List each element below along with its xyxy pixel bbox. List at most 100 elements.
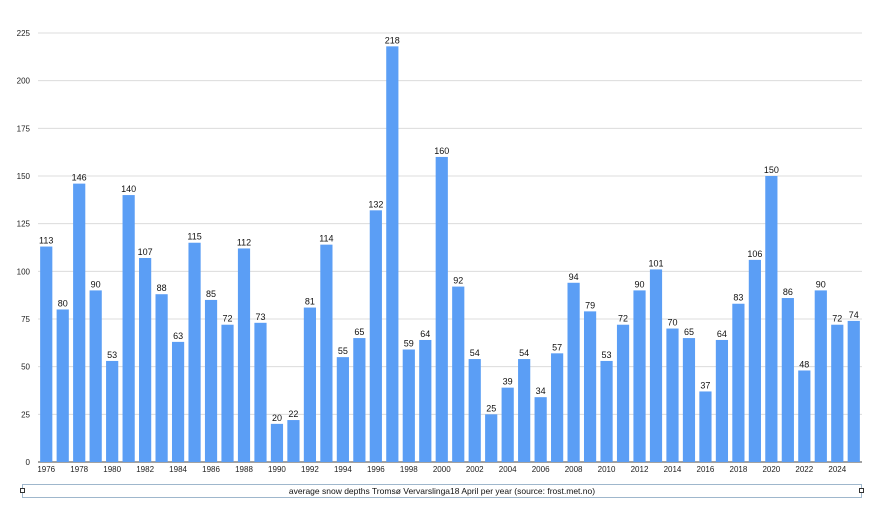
x-tick-label: 2024 [828,465,846,474]
resize-handle-right[interactable] [859,488,864,493]
y-tick-label: 25 [21,410,30,419]
resize-handle-left[interactable] [20,488,25,493]
bar-value-label: 140 [121,184,136,194]
bar [402,349,415,462]
bar-value-label: 22 [288,409,298,419]
y-tick-label: 175 [17,124,31,133]
bar-value-label: 54 [470,348,480,358]
bar-value-label: 107 [138,247,153,257]
bar-value-label: 65 [354,327,364,337]
bar [485,414,498,462]
bar-value-label: 73 [255,312,265,322]
bar [534,397,547,462]
bar [353,338,366,462]
bar-value-label: 64 [717,329,727,339]
chart-caption: average snow depths Tromsø Vervarslinga1… [288,486,596,496]
bar [468,359,481,462]
x-tick-label: 1978 [70,465,88,474]
bar [765,176,778,462]
y-tick-label: 225 [17,29,31,38]
bar [781,298,794,462]
bar-value-label: 63 [173,331,183,341]
bar [715,339,729,462]
bar-value-label: 25 [486,403,496,413]
bar-value-label: 83 [733,293,743,303]
bar [40,246,53,462]
bar-value-label: 72 [223,314,233,324]
x-tick-label: 2022 [795,465,813,474]
bar [106,360,119,462]
bar-value-label: 90 [635,279,645,289]
bar-value-label: 88 [157,283,167,293]
bar [583,311,597,462]
bar [666,328,679,462]
bar [419,339,432,462]
bar [139,257,152,462]
bar [847,320,860,462]
x-tick-label: 1980 [103,465,121,474]
bar-value-label: 90 [816,279,826,289]
bar-value-label: 101 [648,258,663,268]
x-tick-label: 2018 [730,465,748,474]
y-tick-label: 50 [21,363,30,372]
bar-value-label: 39 [503,377,513,387]
bar-value-label: 146 [72,173,87,183]
bar [254,322,267,462]
bar [732,303,745,462]
x-tick-label: 1988 [235,465,253,474]
bar-value-label: 74 [849,310,859,320]
bar [814,290,827,462]
bar [336,357,349,462]
x-tick-label: 2020 [762,465,780,474]
bar-value-label: 57 [552,342,562,352]
bar-value-label: 53 [107,350,117,360]
bar [303,307,317,462]
bar [682,338,696,462]
bar-value-label: 90 [91,279,101,289]
bar-value-label: 113 [39,236,53,246]
bar [551,353,564,462]
bar-value-label: 20 [272,413,282,423]
y-tick-label: 0 [26,458,31,467]
bar-value-label: 65 [684,327,694,337]
bar [221,324,234,462]
bar [501,387,514,462]
bar-value-label: 64 [420,329,430,339]
bar-value-label: 80 [58,298,68,308]
bar-value-labels: 113 80 146 90 53 140 107 88 63 115 85 72 112 73 20 22 81… [39,35,859,423]
bar-value-label: 72 [618,314,628,324]
bar [122,195,135,463]
x-tick-label: 2004 [499,465,517,474]
bar [287,420,300,462]
x-tick-label: 2010 [598,465,616,474]
x-tick-label: 2012 [631,465,649,474]
bar-value-label: 54 [519,348,529,358]
bar [155,294,168,462]
bar [699,391,712,462]
bar [649,269,663,462]
bars [40,46,860,463]
bar [89,290,102,462]
y-tick-label: 125 [17,220,31,229]
bar [204,299,218,462]
bar-value-label: 86 [783,287,793,297]
chart-caption-box[interactable]: average snow depths Tromsø Vervarslinga1… [20,484,864,498]
bar-value-label: 59 [404,339,414,349]
bar [188,242,201,462]
bar-value-label: 37 [700,380,710,390]
bar-value-label: 70 [667,318,677,328]
y-tick-label: 75 [21,315,30,324]
bar-value-label: 79 [585,300,595,310]
bar-value-label: 94 [569,272,579,282]
x-tick-label: 2014 [664,465,682,474]
x-tick-label: 1976 [37,465,55,474]
bar [600,360,613,462]
bar [798,370,811,462]
bar [452,286,465,462]
x-tick-label: 1998 [400,465,418,474]
bar [518,359,531,462]
x-tick-label: 1990 [268,465,286,474]
x-axis-ticks: 1976 1978 1980 1982 1984 1986 1988 1990 1992 1994… [37,465,846,474]
bar [567,282,580,462]
